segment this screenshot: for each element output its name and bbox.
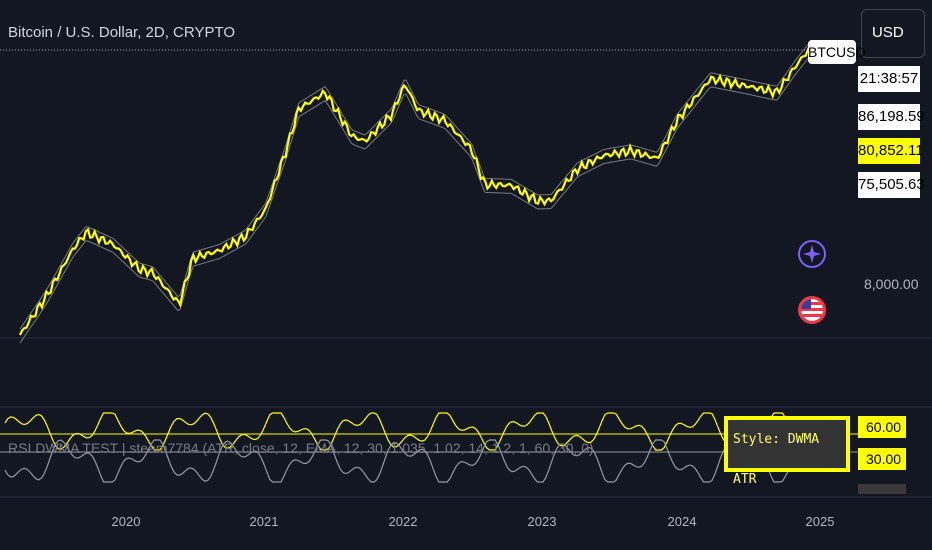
countdown-label: 21:38:57 (858, 66, 920, 92)
rsi-scale-tail (858, 484, 906, 494)
price-label-mid: 80,852.11 (858, 138, 924, 164)
lower-band-line (19, 55, 811, 344)
symbol-price-label: BTCUSD (808, 40, 866, 64)
rsi-upper-level-label: 60.00 (858, 416, 906, 438)
price-label-low: 75,505.63 (858, 172, 925, 198)
x-tick-label: 2023 (527, 514, 557, 529)
x-tick-label: 2024 (667, 514, 697, 529)
price-axis-tick: 8,000.00 (864, 276, 919, 292)
sparkle-icon[interactable] (798, 240, 826, 268)
style-info-text: Style: DWMA ATR (728, 420, 846, 487)
x-tick-label: 2025 (805, 514, 835, 529)
style-info-box: Style: DWMA ATR (724, 416, 850, 487)
x-tick-label: 2020 (111, 514, 141, 529)
chart-title: Bitcoin / U.S. Dollar, 2D, CRYPTO (8, 24, 236, 41)
price-series-line (19, 44, 812, 336)
currency-button[interactable]: USD (861, 9, 925, 58)
rsi-lower-level-label: 30.00 (858, 448, 906, 470)
us-flag-icon[interactable] (798, 296, 826, 324)
indicator-title[interactable]: RSI DWMA TEST | steam7784 (ATR, close, 1… (8, 440, 594, 456)
price-label-high: 86,198.59 (858, 104, 925, 130)
x-tick-label: 2022 (388, 514, 418, 529)
upper-band-line (19, 41, 811, 330)
rsi-upper-line (4, 412, 851, 451)
x-tick-label: 2021 (249, 514, 279, 529)
rsi-lower-line (4, 439, 851, 483)
